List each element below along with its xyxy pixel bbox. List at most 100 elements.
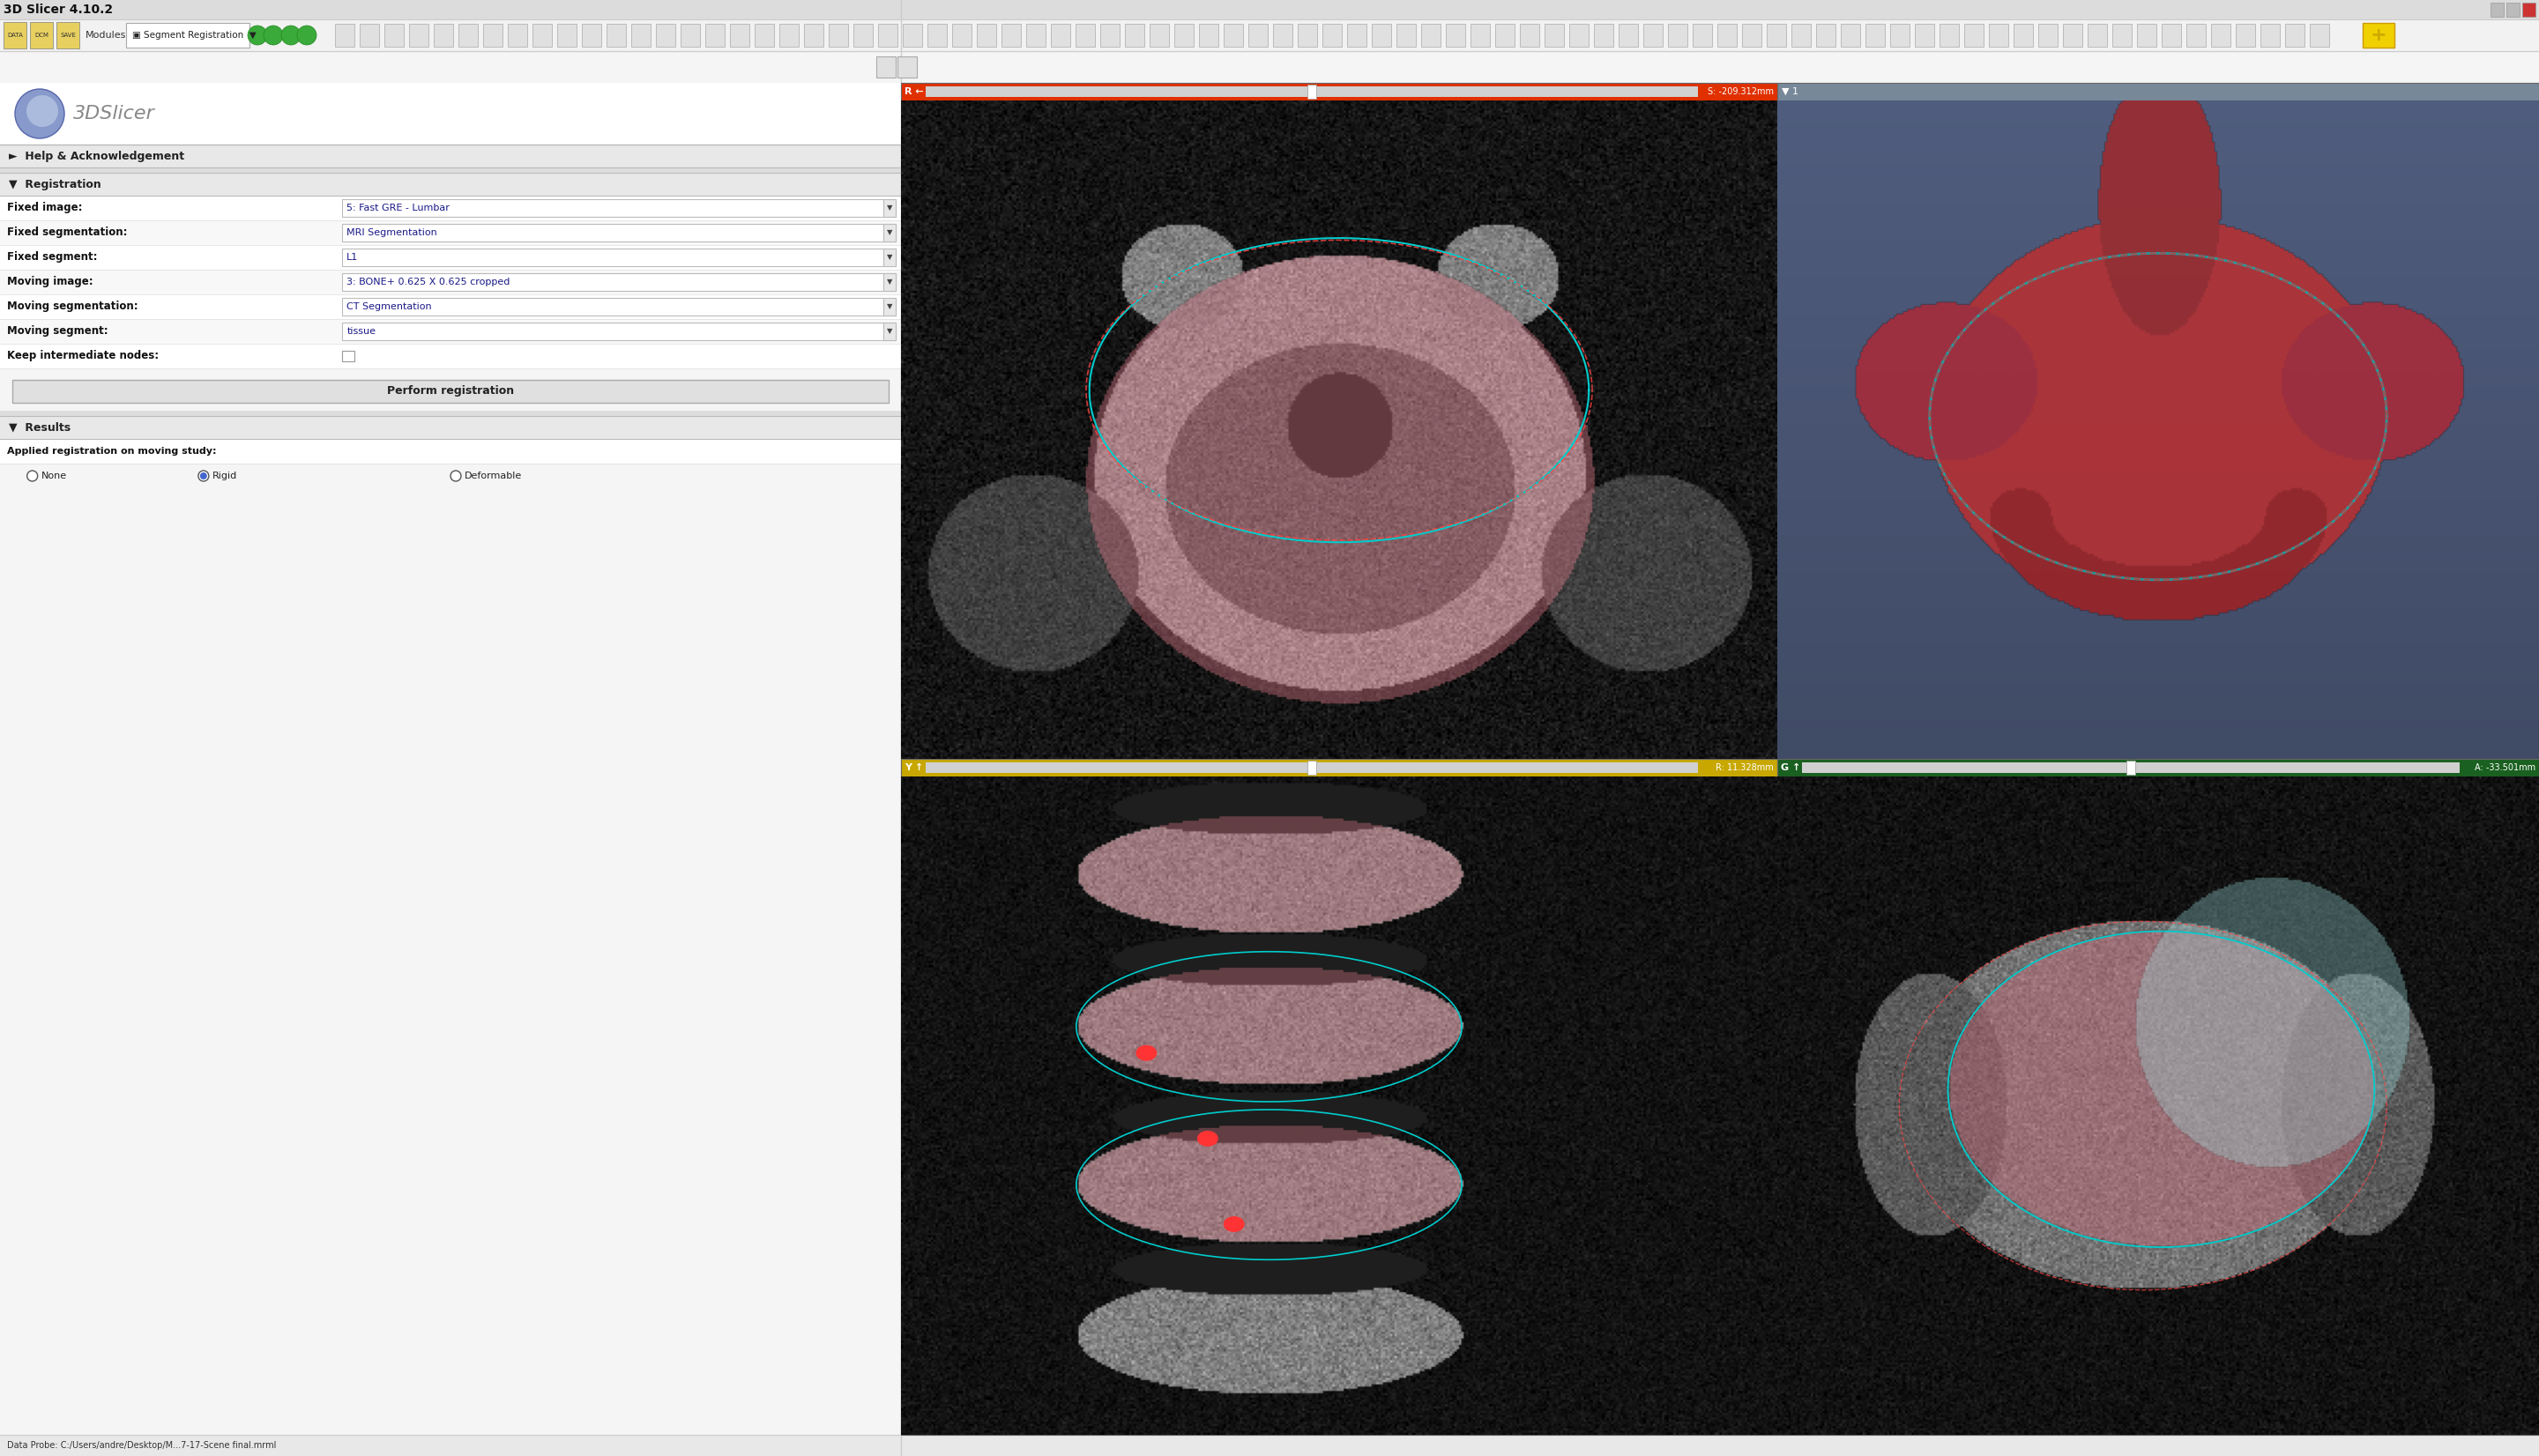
Bar — [1694, 23, 1711, 47]
Bar — [2161, 23, 2181, 47]
Text: ▼ 1: ▼ 1 — [1782, 87, 1798, 96]
Bar — [383, 23, 404, 47]
Circle shape — [25, 95, 58, 127]
Circle shape — [449, 470, 462, 482]
Text: +: + — [2371, 26, 2387, 44]
Text: F: 5: Fast GRE - Lumbar (0%)
B: 3: BONE+ 0....625 cropped
Go to ...: F: 5: Fast GRE - Lumbar (0%) B: 3: BONE+… — [1782, 1364, 1899, 1390]
Bar — [1521, 23, 1539, 47]
Bar — [335, 23, 355, 47]
Text: Moving segment:: Moving segment: — [8, 326, 109, 338]
Bar — [1308, 84, 1315, 99]
Bar — [2237, 23, 2255, 47]
Bar — [2186, 23, 2206, 47]
Text: Keep intermediate nodes:: Keep intermediate nodes: — [8, 351, 160, 361]
Bar — [2521, 3, 2536, 17]
Bar — [706, 23, 724, 47]
Text: ▣ Segment Registration  ▼: ▣ Segment Registration ▼ — [132, 31, 256, 39]
Circle shape — [198, 470, 208, 482]
Text: ▼: ▼ — [886, 278, 891, 285]
Bar — [1777, 759, 2539, 776]
Circle shape — [15, 89, 63, 138]
Bar — [884, 274, 896, 291]
Bar — [904, 23, 922, 47]
Bar — [927, 763, 1699, 773]
Text: ▼: ▼ — [886, 253, 891, 261]
Bar — [0, 245, 901, 269]
Text: MRI Segmentation: MRI Segmentation — [348, 229, 437, 237]
Bar — [1793, 23, 1810, 47]
Bar — [828, 23, 848, 47]
Text: ►  Help & Acknowledgement: ► Help & Acknowledgement — [8, 150, 185, 162]
Bar — [853, 23, 873, 47]
Bar — [896, 57, 917, 77]
Text: ▼: ▼ — [886, 204, 891, 213]
Text: ▼  Results: ▼ Results — [8, 422, 71, 434]
Bar — [878, 23, 896, 47]
Text: Activate Windows
Go to Settings to activate Windows.: Activate Windows Go to Settings to activ… — [2196, 1389, 2328, 1406]
Bar — [1544, 23, 1564, 47]
Bar — [779, 23, 800, 47]
Bar — [1815, 23, 1836, 47]
Bar — [0, 416, 901, 438]
Bar — [1000, 23, 1021, 47]
Text: ▼: ▼ — [886, 328, 891, 335]
Bar — [2087, 23, 2107, 47]
Text: R: 11.328mm: R: 11.328mm — [1716, 763, 1775, 772]
Bar — [2364, 23, 2394, 48]
Bar — [0, 0, 2539, 19]
Bar — [884, 298, 896, 316]
Text: 5: Fast GRE - Lumbar: 5: Fast GRE - Lumbar — [348, 204, 449, 213]
Bar — [1099, 23, 1120, 47]
Bar — [805, 23, 823, 47]
Text: Applied registration on moving study:: Applied registration on moving study: — [8, 447, 216, 456]
Bar — [581, 23, 602, 47]
Bar — [2211, 23, 2229, 47]
Circle shape — [1135, 1045, 1158, 1061]
Bar — [607, 23, 627, 47]
Bar — [1643, 23, 1663, 47]
Bar — [0, 344, 901, 368]
Bar — [434, 23, 452, 47]
Bar — [1470, 23, 1490, 47]
Text: ▼  Registration: ▼ Registration — [8, 179, 102, 189]
Bar — [2506, 3, 2519, 17]
Text: G ↑: G ↑ — [1780, 763, 1800, 772]
Bar — [1841, 23, 1861, 47]
Circle shape — [264, 26, 282, 45]
Bar — [1348, 23, 1366, 47]
Text: Data Probe: C:/Users/andre/Desktop/M...7-17-Scene final.mrml: Data Probe: C:/Users/andre/Desktop/M...7… — [8, 1441, 277, 1450]
Text: A: -33.501mm: A: -33.501mm — [2476, 763, 2536, 772]
Bar — [1767, 23, 1785, 47]
Bar — [0, 173, 901, 195]
Circle shape — [1198, 1131, 1219, 1146]
Text: Fixed segment:: Fixed segment: — [8, 252, 96, 264]
Bar — [2285, 23, 2305, 47]
Bar — [1445, 23, 1465, 47]
Bar — [0, 220, 901, 245]
Text: 3D Slicer 4.10.2: 3D Slicer 4.10.2 — [3, 3, 112, 16]
Text: ▼: ▼ — [886, 229, 891, 237]
Bar — [1198, 23, 1219, 47]
Bar — [1051, 23, 1071, 47]
Bar — [1668, 23, 1688, 47]
Bar — [2491, 3, 2503, 17]
Text: DATA: DATA — [8, 32, 23, 38]
Bar — [1889, 23, 1909, 47]
Circle shape — [249, 26, 267, 45]
Bar — [3, 22, 25, 48]
Bar — [343, 274, 896, 291]
Text: Fixed image:: Fixed image: — [8, 202, 81, 214]
Bar — [0, 438, 901, 463]
Circle shape — [28, 470, 38, 482]
Bar — [1777, 83, 2539, 759]
Text: F: 5: Fast GRE - Lumbar (0%)
B: 3: BONE+ 0....625 cropped: F: 5: Fast GRE - Lumbar (0%) B: 3: BONE+… — [906, 708, 1023, 725]
Bar — [2260, 23, 2280, 47]
Bar — [1125, 23, 1145, 47]
Bar — [1594, 23, 1612, 47]
Text: Deformable: Deformable — [465, 472, 523, 480]
Bar — [2128, 760, 2135, 775]
Bar — [1272, 23, 1292, 47]
Bar — [927, 23, 947, 47]
Text: F: 5: Fast GRE - Lumbar (0%)
B: 3: BONE+ 0....625 cropped: F: 5: Fast GRE - Lumbar (0%) B: 3: BONE+… — [906, 1385, 1023, 1401]
Bar — [1777, 83, 2539, 100]
